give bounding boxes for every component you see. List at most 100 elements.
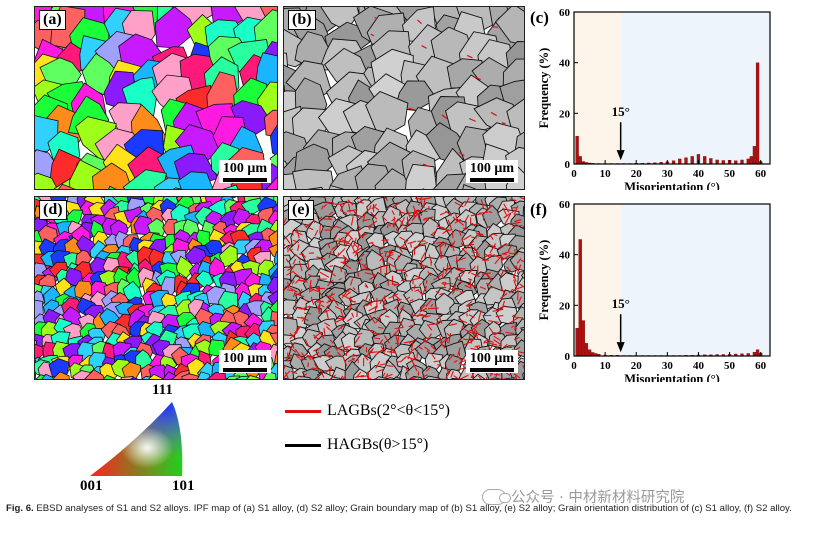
grain bbox=[381, 359, 401, 379]
lagb-segment bbox=[407, 240, 417, 245]
lagb-segment bbox=[378, 252, 384, 256]
grain bbox=[120, 376, 134, 379]
scale-bar-a: 100 μm bbox=[218, 160, 271, 183]
lagb-segment bbox=[327, 243, 331, 249]
bar bbox=[678, 158, 682, 165]
lagb-segment bbox=[495, 372, 498, 378]
lagb-segment bbox=[444, 336, 449, 344]
scale-text-d: 100 μm bbox=[222, 351, 267, 366]
lagb-segment bbox=[460, 325, 464, 331]
lagb-segment bbox=[425, 333, 432, 344]
scale-line-e bbox=[469, 368, 514, 372]
lagb-segment bbox=[325, 309, 330, 320]
annotation-arrow-head bbox=[616, 150, 625, 161]
lagb-segment bbox=[361, 263, 370, 271]
lagb-segment bbox=[436, 241, 445, 244]
lagb-segment bbox=[316, 301, 322, 309]
lagb-segment bbox=[458, 338, 462, 343]
lagb-segment bbox=[353, 242, 359, 249]
lagb-segment bbox=[495, 255, 504, 259]
lagb-segment bbox=[364, 285, 368, 288]
lagb-segment bbox=[471, 272, 480, 278]
lagb-segment bbox=[383, 334, 390, 344]
lagb-segment bbox=[464, 284, 472, 289]
lagb-segment bbox=[374, 283, 378, 290]
lagb-segment bbox=[470, 323, 475, 328]
bar bbox=[578, 239, 582, 357]
lagb-segment bbox=[301, 316, 306, 322]
lagb-segment bbox=[284, 364, 287, 371]
lagb-segment bbox=[414, 274, 422, 279]
grain bbox=[206, 371, 226, 379]
lagb-segment bbox=[391, 210, 395, 216]
y-tick-label: 40 bbox=[559, 250, 571, 262]
lagb-segment bbox=[423, 198, 426, 207]
grain bbox=[294, 375, 312, 379]
lagb-segment bbox=[413, 284, 416, 290]
lagb-segment bbox=[394, 304, 399, 310]
lagb-segment bbox=[389, 348, 396, 353]
lagb-segment bbox=[415, 197, 424, 200]
lagb-segment bbox=[435, 290, 440, 294]
scale-line-a bbox=[222, 178, 267, 182]
annotation-arrow-head bbox=[616, 342, 625, 353]
lagb-segment bbox=[473, 76, 481, 81]
lagb-segment bbox=[455, 268, 463, 273]
lagb-segment bbox=[284, 236, 291, 244]
grain bbox=[374, 376, 391, 379]
lagb-segment bbox=[427, 270, 432, 276]
lagb-segment bbox=[436, 225, 445, 229]
lagb-segment bbox=[405, 366, 409, 375]
lagb-segment bbox=[493, 339, 501, 345]
panel-label-e: (e) bbox=[288, 200, 314, 220]
legend-hagb-label: HAGBs(θ>15°) bbox=[327, 436, 429, 453]
lagb-segment bbox=[337, 324, 345, 331]
bar bbox=[578, 156, 582, 165]
lagb-segment bbox=[489, 243, 497, 254]
scale-text-b: 100 μm bbox=[469, 161, 514, 176]
lagb-segment bbox=[464, 197, 470, 207]
grain bbox=[284, 377, 291, 379]
grain bbox=[522, 205, 524, 218]
lagb-segment bbox=[485, 204, 493, 211]
lagb-segment bbox=[402, 239, 409, 247]
lagb-segment bbox=[444, 242, 447, 247]
lagb-segment bbox=[295, 227, 300, 239]
lagb-segment bbox=[368, 298, 372, 307]
lagb-segment bbox=[410, 358, 416, 367]
lagb-segment bbox=[409, 347, 416, 353]
lagb-segment bbox=[381, 216, 388, 222]
lagb-segment bbox=[340, 200, 347, 211]
lagb-segment bbox=[384, 252, 387, 257]
lagb-segment bbox=[309, 355, 315, 361]
lagb-segment bbox=[320, 304, 325, 308]
grain bbox=[520, 271, 524, 280]
lagb-segment bbox=[382, 304, 388, 312]
lagb-segment bbox=[488, 254, 496, 257]
lagb-segment bbox=[420, 252, 426, 260]
lagb-segment bbox=[453, 359, 458, 363]
lagb-segment bbox=[285, 258, 289, 263]
lagb-segment bbox=[408, 107, 416, 111]
lagb-segment bbox=[356, 268, 360, 277]
lagb-segment bbox=[466, 54, 473, 59]
lagb-segment bbox=[413, 243, 423, 249]
lagb-segment bbox=[460, 242, 464, 247]
lagb-segment bbox=[284, 371, 289, 379]
lagb-segment bbox=[310, 296, 315, 305]
lagb-segment bbox=[458, 230, 462, 237]
lagb-segment bbox=[369, 315, 376, 324]
bar bbox=[755, 349, 760, 357]
lagb-segment bbox=[512, 273, 517, 282]
y-tick-label: 20 bbox=[559, 300, 571, 312]
lagb-segment bbox=[340, 375, 344, 379]
gb-map-s1: (b) 100 μm bbox=[283, 6, 525, 190]
lagb-segment bbox=[439, 341, 446, 349]
lagb-segment bbox=[295, 231, 303, 236]
lagb-segment bbox=[379, 363, 388, 366]
lagb-segment bbox=[289, 332, 296, 339]
lagb-segment bbox=[344, 238, 352, 247]
lagb-segment bbox=[284, 285, 287, 292]
grain bbox=[181, 373, 200, 379]
lagb-segment bbox=[290, 370, 298, 374]
